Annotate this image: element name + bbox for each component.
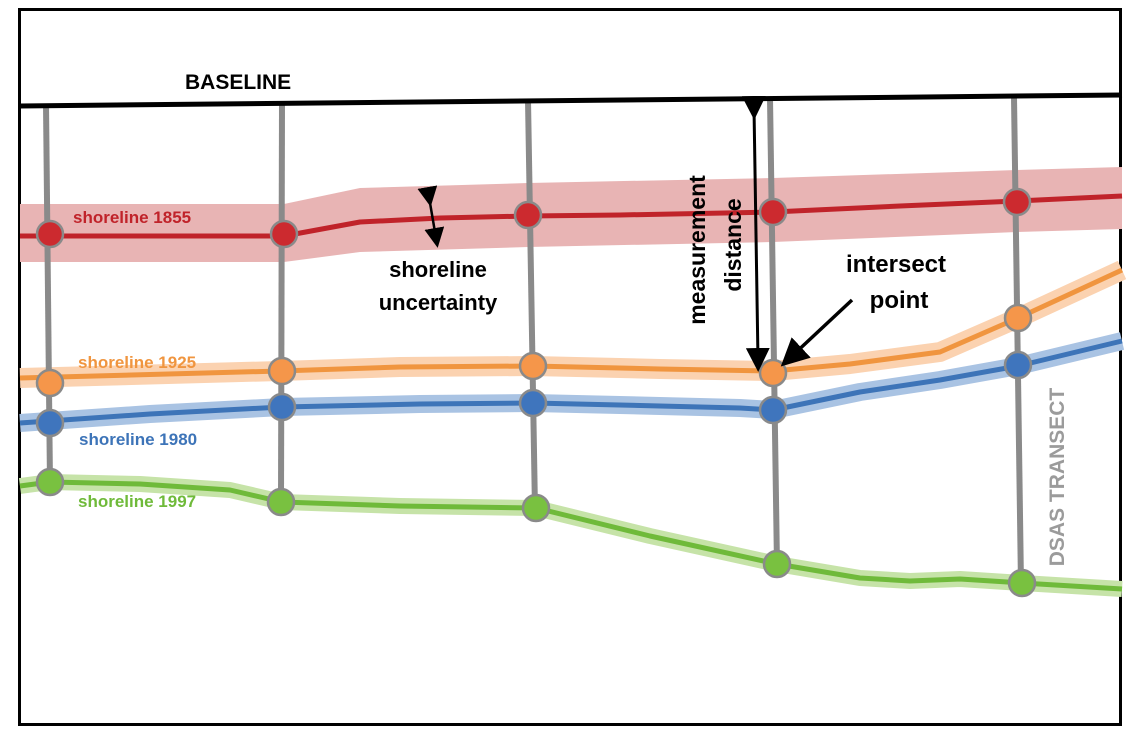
intersect-point-label-line2: point xyxy=(870,287,929,314)
intersect-points-1980 xyxy=(35,350,1033,438)
shoreline-1980-line xyxy=(19,338,1123,426)
intersect-point xyxy=(1003,303,1033,333)
intersect-point xyxy=(35,467,65,497)
measurement-distance-label-line2: distance xyxy=(720,198,746,291)
shoreline-1855-line xyxy=(20,193,1123,239)
intersect-point xyxy=(269,219,299,249)
shoreline-uncertainty-label-line2: uncertainty xyxy=(379,290,498,315)
intersect-points-1997 xyxy=(35,467,1037,598)
intersect-point xyxy=(758,197,788,227)
intersect-point xyxy=(1007,568,1037,598)
transect-line xyxy=(767,97,780,567)
shoreline-1997-line xyxy=(19,479,1123,592)
intersect-point xyxy=(1002,187,1032,217)
uncertainty-arrow xyxy=(417,185,445,248)
intersect-point xyxy=(513,200,543,230)
intersect-point xyxy=(518,351,548,381)
shoreline-1980-label: shoreline 1980 xyxy=(79,430,197,449)
intersect-point xyxy=(518,388,548,418)
diagram-frame xyxy=(18,8,1122,726)
intersect-point-label-line1: intersect xyxy=(846,251,946,278)
intersect-point xyxy=(267,356,297,386)
baseline-label: BASELINE xyxy=(185,71,291,94)
transect-line xyxy=(278,101,285,504)
intersect-point xyxy=(35,368,65,398)
intersect-point xyxy=(758,358,788,388)
intersect-point xyxy=(35,408,65,438)
transect-line xyxy=(525,99,538,511)
intersect-point xyxy=(35,219,65,249)
shoreline-1997-label: shoreline 1997 xyxy=(78,492,196,511)
intersect-point xyxy=(266,487,296,517)
shoreline-1925-label: shoreline 1925 xyxy=(78,353,196,372)
intersect-point xyxy=(758,395,788,425)
intersect-point xyxy=(521,493,551,523)
intersect-point xyxy=(267,392,297,422)
intersect-point-arrow xyxy=(780,298,854,367)
baseline-line xyxy=(19,92,1123,109)
dsas-transect-label: DSAS TRANSECT xyxy=(1046,388,1069,567)
intersect-point xyxy=(762,549,792,579)
measurement-distance-arrow xyxy=(741,95,770,372)
measurement-distance-label-line1: measurement xyxy=(684,175,710,325)
shoreline-1925-line xyxy=(19,267,1124,381)
transect-line xyxy=(1011,96,1024,586)
intersect-point xyxy=(1003,350,1033,380)
shoreline-1855-label: shoreline 1855 xyxy=(73,208,191,227)
shoreline-uncertainty-label-line1: shoreline xyxy=(389,257,487,282)
